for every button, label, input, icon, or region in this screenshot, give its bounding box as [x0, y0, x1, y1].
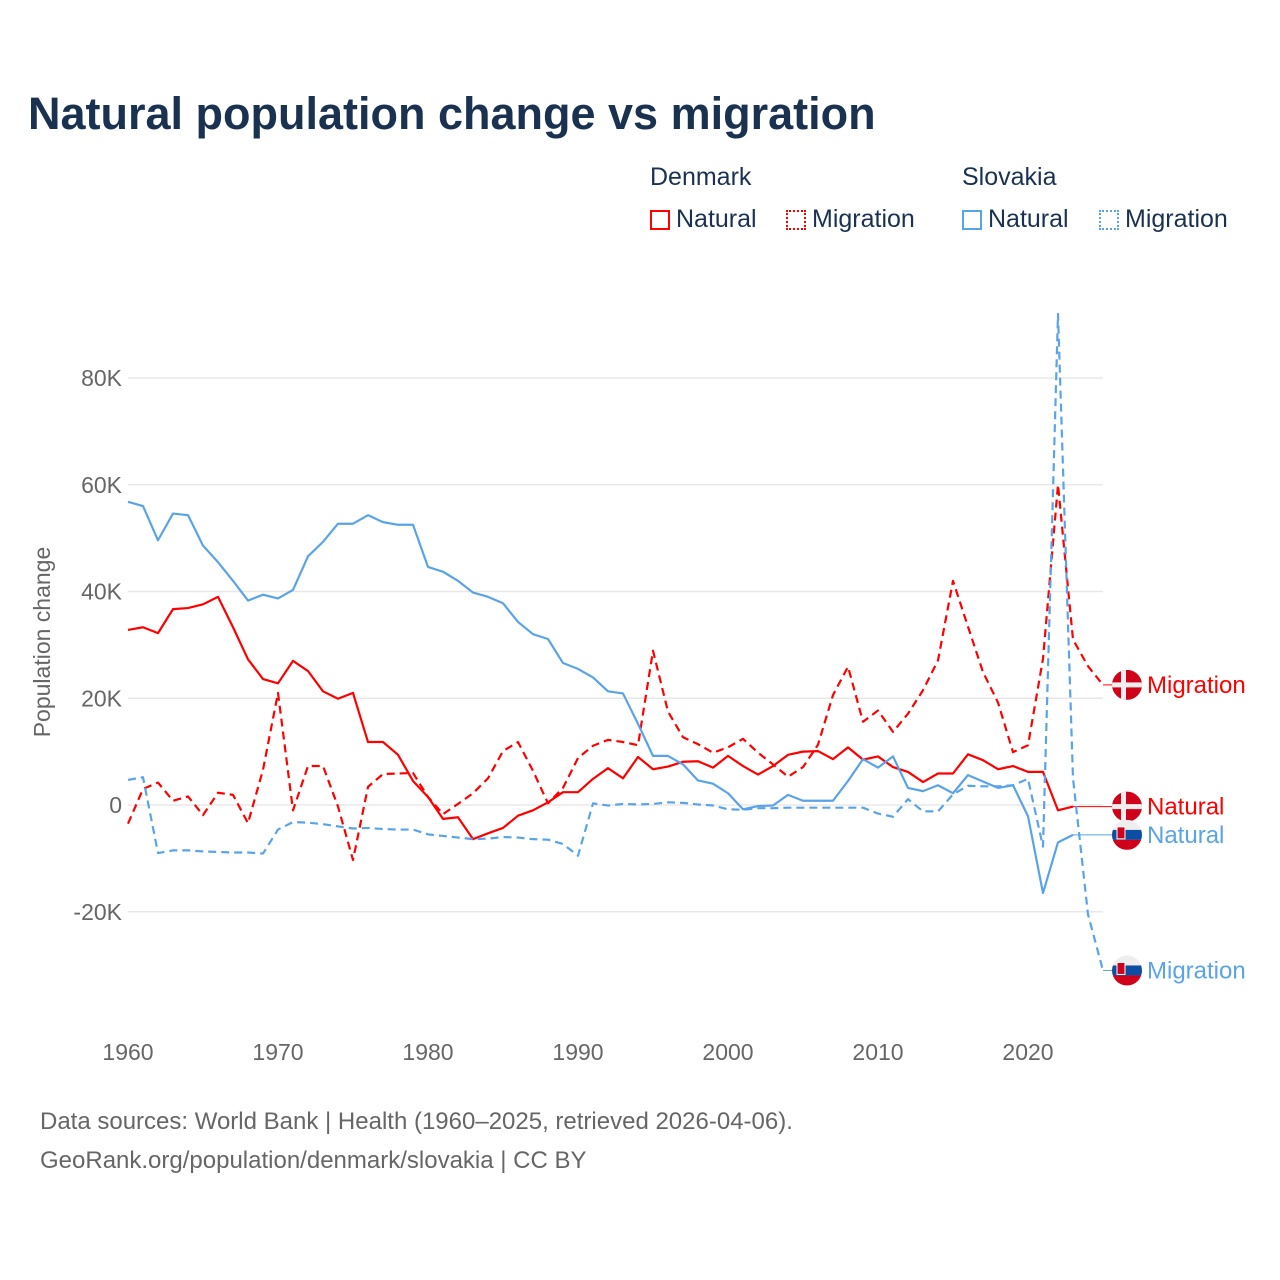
x-tick-label: 1980 — [402, 1039, 453, 1065]
end-label: Migration — [1147, 672, 1246, 699]
legend-label: Natural — [676, 205, 757, 233]
series-line-denmark-migration — [126, 483, 1104, 862]
y-tick-label: 0 — [109, 792, 122, 818]
legend-label: Natural — [988, 205, 1069, 233]
end-label: Migration — [1147, 957, 1246, 984]
end-label: Natural — [1147, 822, 1224, 849]
x-tick-label: 2000 — [702, 1039, 753, 1065]
series-line-slovakia-natural — [127, 500, 1074, 895]
x-tick-label: 2020 — [1002, 1039, 1053, 1065]
footer-sources: Data sources: World Bank | Health (1960–… — [40, 1108, 793, 1135]
y-tick-label: 20K — [81, 685, 123, 711]
x-tick-label: 1990 — [552, 1039, 603, 1065]
y-tick-label: 40K — [81, 579, 123, 605]
y-tick-label: 60K — [81, 472, 123, 498]
y-tick-label: 80K — [81, 365, 123, 391]
legend-slovakia-heading: Slovakia — [962, 163, 1057, 191]
y-axis-label: Population change — [29, 547, 55, 738]
legend-slovakia-migration[interactable]: Migration — [1099, 205, 1228, 234]
denmark-flag-icon — [1112, 791, 1142, 822]
chart-title: Natural population change vs migration — [28, 88, 876, 139]
x-tick-label: 2010 — [852, 1039, 903, 1065]
series-line-slovakia-migration — [127, 312, 1105, 971]
series-line-denmark-natural — [127, 595, 1074, 841]
x-tick-label: 1960 — [102, 1039, 153, 1065]
legend-denmark-migration[interactable]: Migration — [786, 205, 915, 234]
legend-slovakia-natural[interactable]: Natural — [962, 205, 1069, 234]
dotted-swatch-icon — [1099, 209, 1119, 230]
slovakia-flag-icon — [1112, 819, 1142, 850]
denmark-flag-icon — [1112, 669, 1142, 700]
solid-swatch-icon — [650, 209, 670, 230]
solid-swatch-icon — [962, 209, 982, 230]
y-tick-label: -20K — [73, 899, 122, 925]
legend-denmark-heading: Denmark — [650, 163, 752, 191]
dotted-swatch-icon — [786, 209, 806, 230]
legend-denmark-natural[interactable]: Natural — [650, 205, 757, 234]
x-tick-label: 1970 — [252, 1039, 303, 1065]
legend-label: Migration — [1125, 205, 1228, 233]
slovakia-flag-icon — [1112, 955, 1142, 986]
legend-label: Migration — [812, 205, 915, 233]
end-label: Natural — [1147, 794, 1224, 821]
footer-url[interactable]: GeoRank.org/population/denmark/slovakia … — [40, 1147, 587, 1174]
